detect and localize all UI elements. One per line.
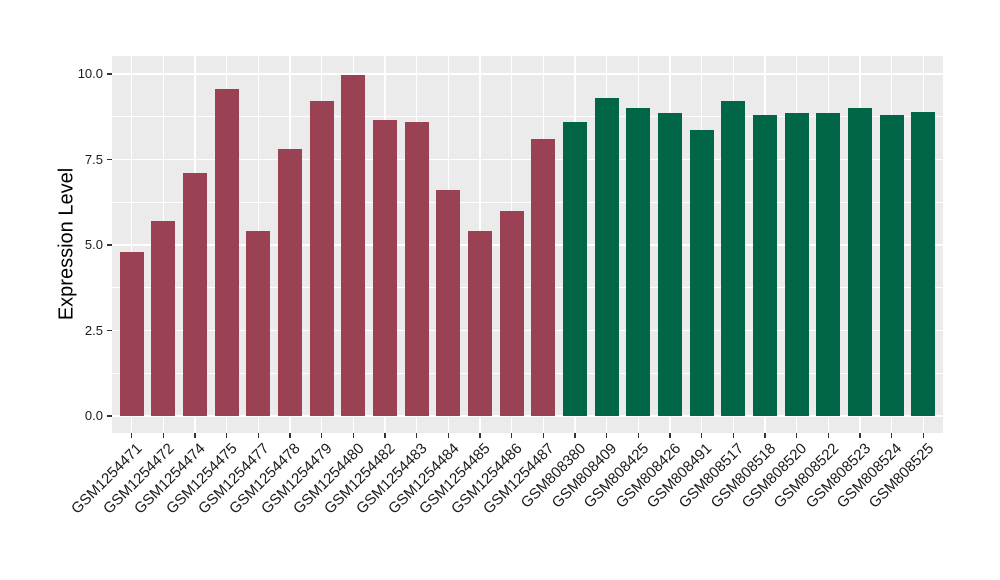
bar-GSM808426 [657, 113, 682, 416]
y-tick-mark [107, 73, 112, 75]
x-tick-mark [542, 433, 545, 438]
x-tick-mark [225, 433, 228, 438]
x-tick-mark [890, 433, 893, 438]
x-tick-mark [922, 433, 925, 438]
bar-GSM1254471 [119, 251, 144, 416]
x-tick-mark [637, 433, 640, 438]
bar-GSM1254475 [214, 89, 239, 416]
major-gridline [112, 73, 943, 75]
minor-gridline [112, 116, 943, 118]
bar-GSM1254479 [309, 101, 334, 416]
y-tick-label: 5.0 [84, 237, 103, 252]
y-tick-mark [107, 415, 112, 417]
x-tick-mark [510, 433, 513, 438]
bar-GSM808380 [562, 121, 587, 416]
x-tick-mark [162, 433, 165, 438]
major-gridline [112, 415, 943, 417]
x-tick-mark [605, 433, 608, 438]
major-gridline [112, 158, 943, 161]
x-tick-mark [257, 433, 260, 438]
x-tick-mark [669, 433, 671, 438]
x-tick-mark [130, 433, 133, 438]
bar-GSM808491 [689, 130, 714, 416]
bar-GSM1254482 [373, 120, 397, 416]
bar-GSM1254484 [436, 190, 461, 416]
minor-gridline [112, 372, 943, 374]
bar-GSM1254472 [151, 221, 176, 416]
bar-GSM808518 [752, 115, 777, 416]
y-tick-mark [107, 329, 112, 332]
x-tick-mark [352, 433, 355, 438]
bar-GSM1254474 [183, 173, 208, 416]
y-tick-mark [107, 158, 112, 161]
bar-GSM808523 [847, 108, 872, 416]
x-tick-mark [732, 433, 735, 438]
bar-GSM808517 [721, 101, 746, 416]
x-tick-mark [415, 433, 418, 438]
major-gridline [112, 244, 943, 246]
minor-gridline [112, 201, 943, 203]
bar-GSM1254485 [468, 231, 492, 416]
x-tick-mark [384, 433, 386, 438]
x-tick-mark [764, 433, 766, 438]
x-tick-mark [479, 433, 481, 438]
major-gridline [112, 329, 943, 332]
bar-GSM1254483 [404, 121, 429, 416]
y-tick-label: 7.5 [84, 151, 103, 167]
bar-GSM808524 [879, 115, 904, 416]
bar-GSM1254487 [531, 138, 556, 416]
x-tick-mark [289, 433, 291, 438]
bar-GSM808520 [784, 113, 809, 416]
x-tick-mark [859, 433, 861, 438]
y-tick-label: 10.0 [77, 66, 103, 81]
x-tick-mark [827, 433, 830, 438]
y-tick-label: 2.5 [84, 322, 103, 338]
x-tick-mark [194, 433, 196, 438]
x-tick-mark [574, 433, 576, 438]
y-tick-label: 0.0 [84, 408, 103, 423]
bar-GSM808522 [816, 113, 841, 416]
bar-GSM1254478 [278, 149, 303, 416]
x-tick-mark [795, 433, 798, 438]
minor-gridline [112, 287, 943, 289]
bar-GSM808425 [626, 108, 651, 416]
y-axis-title: Expression Level [55, 167, 78, 321]
bar-GSM1254486 [499, 210, 524, 416]
bar-GSM1254480 [341, 75, 366, 416]
x-tick-mark [320, 433, 323, 438]
plot-panel [112, 56, 943, 433]
x-tick-mark [700, 433, 703, 438]
x-tick-mark [447, 433, 450, 438]
bar-GSM808525 [911, 111, 936, 416]
bar-GSM808409 [594, 97, 619, 416]
y-tick-mark [107, 244, 112, 246]
bar-GSM1254477 [246, 231, 271, 416]
